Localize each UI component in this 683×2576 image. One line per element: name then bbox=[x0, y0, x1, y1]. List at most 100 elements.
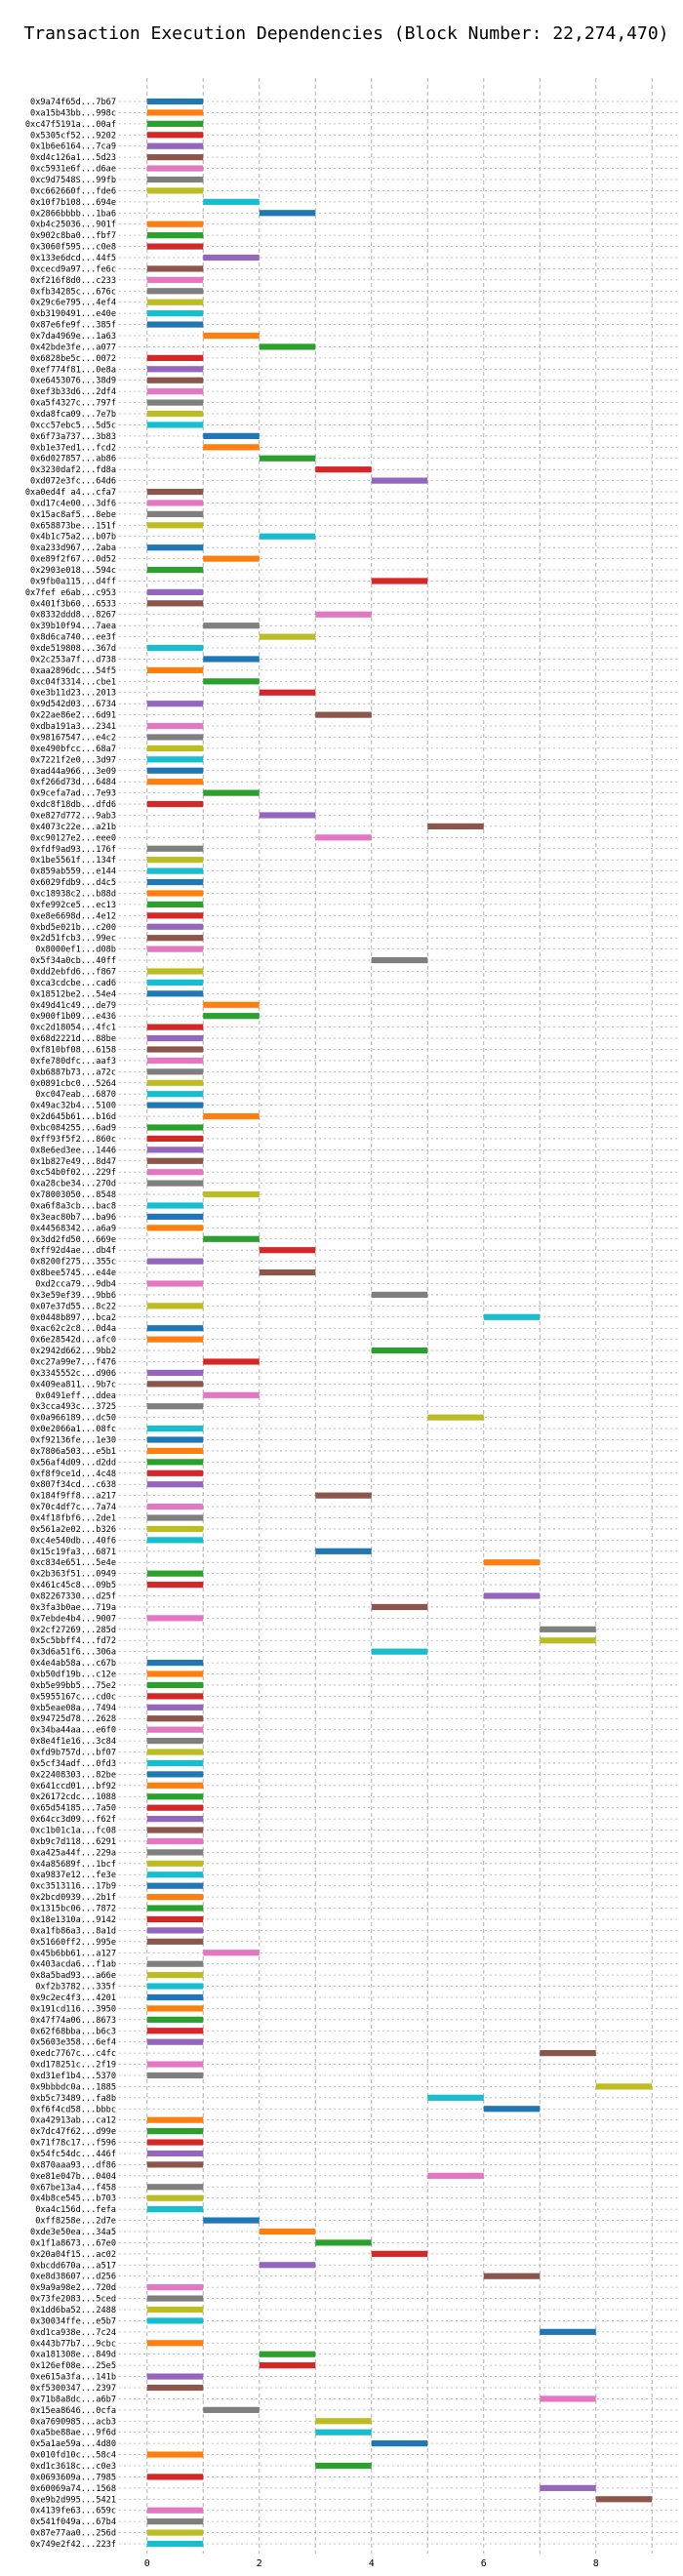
transaction-label: 0xd17c4e00...3df6 bbox=[30, 499, 116, 508]
transaction-label: 0xc47f5191a...00af bbox=[25, 120, 116, 130]
transaction-label: 0xb4c25036...901f bbox=[30, 221, 116, 230]
transaction-label: 0x2cf27269...285d bbox=[30, 1626, 116, 1635]
transaction-bar bbox=[146, 1972, 204, 1979]
transaction-bar bbox=[146, 644, 204, 652]
transaction-label: 0x4b8ce545...b703 bbox=[30, 2194, 116, 2204]
transaction-label: 0xd178251c...2f19 bbox=[30, 2061, 116, 2071]
transaction-label: 0xef774f81...0e8a bbox=[30, 365, 116, 375]
transaction-bar bbox=[146, 310, 204, 317]
transaction-bar bbox=[146, 701, 204, 707]
transaction-label: 0x010fd10c...58c4 bbox=[30, 2451, 116, 2461]
x-axis-ticks: 0 2 4 6 8 bbox=[144, 2558, 599, 2569]
transaction-bar bbox=[315, 1492, 372, 1499]
transaction-label: 0x0448b897...bca2 bbox=[30, 1313, 116, 1323]
transaction-bar bbox=[427, 823, 484, 829]
transaction-bar bbox=[146, 1135, 204, 1143]
transaction-label: 0x5603e358...6ef4 bbox=[30, 2038, 116, 2048]
transaction-bar bbox=[146, 410, 204, 418]
transaction-bar bbox=[146, 722, 204, 730]
transaction-bar bbox=[146, 1670, 204, 1677]
transaction-label: 0x409ea811...9b7c bbox=[30, 1380, 116, 1389]
transaction-bar bbox=[146, 1581, 204, 1589]
transaction-bar bbox=[146, 1381, 204, 1388]
transaction-bar bbox=[146, 276, 204, 283]
transaction-bar bbox=[146, 1905, 204, 1912]
transaction-label: 0xd2cca79...9db4 bbox=[35, 1279, 116, 1289]
transaction-bar bbox=[146, 1436, 204, 1443]
transaction-label: 0x7da4969e...1a63 bbox=[30, 332, 116, 342]
transaction-label: 0x98167547...e4c2 bbox=[30, 733, 116, 743]
transaction-bar bbox=[146, 2507, 204, 2514]
transaction-bar bbox=[146, 98, 204, 105]
transaction-bar bbox=[371, 956, 428, 964]
transaction-label: 0x3060f595...c0e8 bbox=[30, 243, 116, 253]
transaction-label: 0x68d2221d...88be bbox=[30, 1034, 116, 1044]
transaction-label: 0x870aaa93...df86 bbox=[30, 2160, 116, 2170]
transaction-label: 0x7fef e6ab...c953 bbox=[25, 588, 116, 598]
transaction-bar bbox=[203, 1013, 260, 1020]
transaction-bar bbox=[146, 2540, 204, 2548]
transaction-label: 0x859ab559...e144 bbox=[30, 867, 116, 877]
transaction-bar bbox=[146, 2206, 204, 2213]
transaction-label: 0x2c253a7f...d738 bbox=[30, 655, 116, 664]
transaction-bar bbox=[146, 1369, 204, 1377]
transaction-bar bbox=[146, 1960, 204, 1967]
transaction-label: 0x0e2066a1...08fc bbox=[30, 1425, 116, 1434]
transaction-bar bbox=[371, 1648, 428, 1655]
transaction-bar bbox=[203, 555, 260, 562]
transaction-bar bbox=[146, 2028, 204, 2034]
transaction-bar bbox=[146, 221, 204, 227]
transaction-label: 0xd31ef1b4...5370 bbox=[30, 2072, 116, 2081]
transaction-bar bbox=[203, 1190, 260, 1198]
transaction-bar bbox=[146, 901, 204, 908]
transaction-label: 0x07e37d55...8c22 bbox=[30, 1302, 116, 1311]
transaction-label: 0xbd5e021b...c200 bbox=[30, 923, 116, 933]
transaction-label: 0xa1fb86a3...8a1d bbox=[30, 1926, 116, 1936]
transaction-label: 0x9fb0a115...d4ff bbox=[30, 577, 116, 586]
transaction-bar bbox=[146, 1537, 204, 1544]
transaction-bar bbox=[146, 800, 204, 808]
transaction-label: 0xca3cdcbe...cad6 bbox=[30, 979, 116, 988]
transaction-bar bbox=[146, 1715, 204, 1722]
transaction-bar bbox=[146, 1147, 204, 1153]
transaction-bar bbox=[146, 666, 204, 673]
transaction-label: 0x1f1a8673...67e0 bbox=[30, 2238, 116, 2248]
transaction-bar bbox=[146, 1503, 204, 1510]
transaction-bar bbox=[146, 600, 204, 607]
x-tick-label: 4 bbox=[369, 2558, 375, 2569]
transaction-label: 0x133e6dcd...44f5 bbox=[30, 254, 116, 263]
transaction-bar bbox=[146, 968, 204, 975]
transaction-bar bbox=[146, 354, 204, 361]
transaction-label: 0x403acda6...f1ab bbox=[30, 1960, 116, 1970]
transaction-label: 0xd072e3fc...64d6 bbox=[30, 477, 116, 487]
transaction-bar bbox=[146, 1726, 204, 1733]
transaction-bar bbox=[146, 377, 204, 383]
transaction-label: 0x2d51fcb3...99ec bbox=[30, 934, 116, 944]
transaction-label: 0x2d645b61...b16d bbox=[30, 1112, 116, 1122]
transaction-bar bbox=[146, 510, 204, 517]
transaction-label: 0xe9b2d995...5421 bbox=[30, 2495, 116, 2505]
transaction-label: 0x3e59ef39...9bb6 bbox=[30, 1291, 116, 1301]
transaction-bar bbox=[146, 265, 204, 272]
transaction-bar bbox=[146, 2474, 204, 2480]
transaction-bar bbox=[259, 455, 316, 462]
transaction-bar bbox=[146, 946, 204, 952]
transaction-bar bbox=[483, 1313, 541, 1320]
transaction-label: 0xc54b0f02...229f bbox=[30, 1168, 116, 1178]
transaction-bar bbox=[146, 2116, 204, 2123]
transaction-bar bbox=[146, 2451, 204, 2458]
transaction-bar bbox=[371, 1603, 428, 1611]
transaction-label: 0xb9c7d118...6291 bbox=[30, 1837, 116, 1847]
transaction-bar bbox=[146, 1525, 204, 1533]
transaction-bar bbox=[146, 2518, 204, 2525]
transaction-bar bbox=[146, 1024, 204, 1030]
transaction-bar bbox=[146, 2529, 204, 2536]
transaction-bar bbox=[146, 422, 204, 428]
transaction-label: 0xff8258e...2d7e bbox=[35, 2217, 116, 2227]
transaction-label: 0xf810bf08...6158 bbox=[30, 1045, 116, 1055]
transaction-label: 0x3345552c...d906 bbox=[30, 1369, 116, 1379]
transaction-bar bbox=[146, 399, 204, 406]
transaction-label: 0x26172cdc...1088 bbox=[30, 1792, 116, 1802]
transaction-label: 0xa425a44f...229a bbox=[30, 1848, 116, 1858]
transaction-bar bbox=[146, 1280, 204, 1287]
